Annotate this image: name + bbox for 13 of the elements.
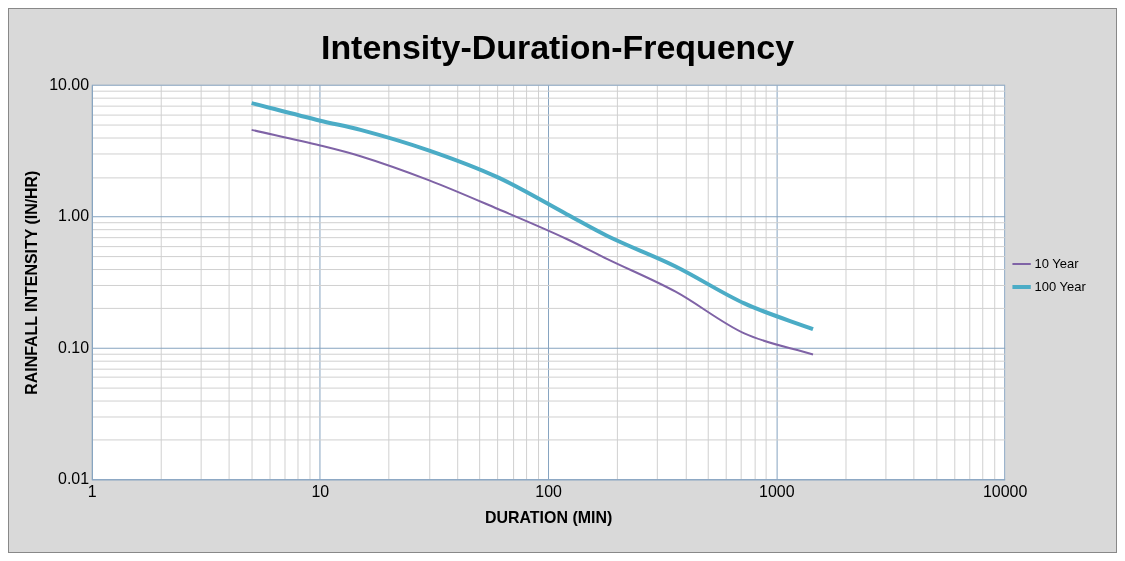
legend-label: 10 Year [1034,255,1080,271]
chart-title: Intensity-Duration-Frequency [320,27,795,66]
y-tick-label: 0.10 [58,338,90,356]
x-tick-label: 1000 [759,482,795,500]
y-tick-label: 1.00 [58,207,90,225]
x-tick-label: 100 [535,482,563,500]
y-axis-title: RAINFALL INTENSITY (IN/HR) [22,170,40,395]
x-tick-label: 10 [311,482,330,500]
x-tick-label: 10000 [982,482,1028,500]
y-tick-label: 10.00 [49,75,90,93]
x-axis-title: DURATION (MIN) [484,508,613,526]
legend-label: 100 Year [1034,278,1087,294]
y-tick-label: 0.01 [58,470,90,488]
